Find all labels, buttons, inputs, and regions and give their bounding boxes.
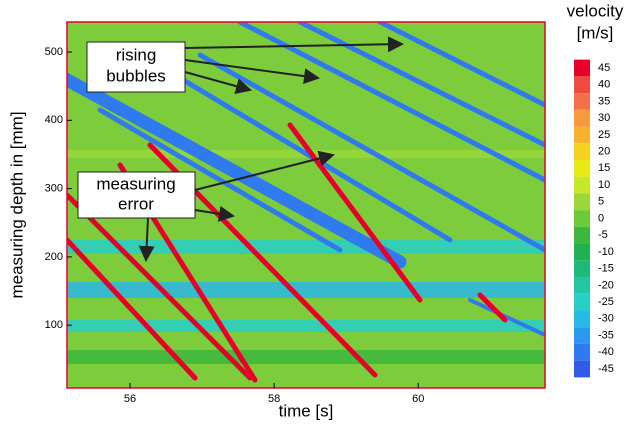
arrows: [138, 150, 335, 262]
streak: [377, 22, 545, 108]
y-tick-label: 200: [45, 251, 63, 263]
streak: [67, 72, 407, 269]
colorbar-level: [574, 193, 590, 211]
colorbar-level: [574, 126, 590, 144]
y-tick-label: 300: [45, 183, 63, 195]
annotation-measuring-error: measuring error: [77, 150, 335, 262]
colorbar-tick-label: 25: [598, 129, 610, 141]
x-tick-label: 60: [412, 393, 424, 405]
colorbar-tick-label: -35: [598, 329, 614, 341]
x-tick-label: 56: [124, 393, 136, 405]
streak: [287, 122, 423, 303]
annotation-text: rising: [116, 45, 157, 64]
streak: [197, 52, 545, 253]
colorbar-level: [574, 310, 590, 328]
colorbar-level: [574, 327, 590, 344]
band: [67, 240, 545, 254]
annotation-box: [86, 41, 186, 93]
colorbar-tick-label: 5: [598, 196, 604, 208]
colorbar-tick-label: -15: [598, 263, 614, 275]
arrow: [138, 217, 155, 262]
colorbar-tick-label: 45: [598, 62, 610, 74]
colorbar-tick-label: -25: [598, 296, 614, 308]
colorbar-level: [574, 226, 590, 244]
annotation-rising-bubbles: rising bubbles: [86, 36, 404, 94]
annotation-text: measuring: [96, 174, 175, 193]
colorbar-tick-label: 15: [598, 162, 610, 174]
arrows: [184, 36, 404, 94]
x-tick-label: 58: [268, 393, 280, 405]
colorbar-tick-label: 35: [598, 95, 610, 107]
colorbar-level: [574, 343, 590, 361]
plot-frame: [66, 21, 546, 389]
colorbar-tick-label: 40: [598, 79, 610, 91]
y-tick-label: 400: [45, 114, 63, 126]
y-axis-label: measuring depth in [mm]: [7, 111, 26, 298]
band: [67, 320, 545, 332]
arrow: [184, 71, 252, 94]
colorbar-title: [m/s]: [577, 23, 614, 42]
colorbar-level: [574, 243, 590, 261]
colorbar-level: [574, 143, 590, 160]
colorbar-level: [574, 277, 590, 294]
streak: [67, 192, 253, 381]
streak: [297, 22, 545, 148]
colorbar-tick-label: -20: [598, 279, 614, 291]
arrow: [184, 36, 404, 53]
colorbar-level: [574, 260, 590, 278]
colorbar-level: [574, 93, 590, 110]
colorbar-tick-label: -45: [598, 363, 614, 375]
colorbar-tick-label: -10: [598, 246, 614, 258]
streak: [147, 57, 453, 243]
streak: [237, 22, 545, 183]
colorbar-tick-label: 20: [598, 146, 610, 158]
blue-streaks: [67, 22, 545, 337]
annotation-text: bubbles: [106, 66, 166, 85]
colorbar-level: [574, 210, 590, 227]
colorbar-tick-label: -30: [598, 313, 614, 325]
band: [67, 282, 545, 298]
arrow: [194, 150, 335, 191]
arrow: [184, 59, 320, 85]
colorbar-tick-label: -40: [598, 346, 614, 358]
band: [67, 350, 545, 364]
colorbar-level: [574, 293, 590, 311]
streak: [468, 298, 545, 337]
annotation-text: error: [118, 194, 154, 213]
streak: [477, 292, 508, 323]
x-axis-label: time [s]: [279, 401, 334, 420]
annotation-box: [77, 171, 196, 219]
colorbar-level: [574, 360, 590, 378]
colorbar-title: velocity: [567, 1, 624, 20]
colorbar-level: [574, 59, 590, 77]
arrow: [194, 205, 235, 222]
colorbar-tick-label: 0: [598, 212, 604, 224]
colorbar-tick-label: 10: [598, 179, 610, 191]
y-tick-label: 500: [45, 46, 63, 58]
colorbar-level: [574, 109, 590, 127]
streak: [67, 237, 198, 381]
colorbar-tick-label: -5: [598, 229, 608, 241]
colorbar-level: [574, 76, 590, 94]
colorbar-level: [574, 159, 590, 177]
y-tick-label: 100: [45, 319, 63, 331]
colorbar-level: [574, 176, 590, 194]
streak: [97, 107, 343, 253]
colorbar-tick-label: 30: [598, 112, 610, 124]
